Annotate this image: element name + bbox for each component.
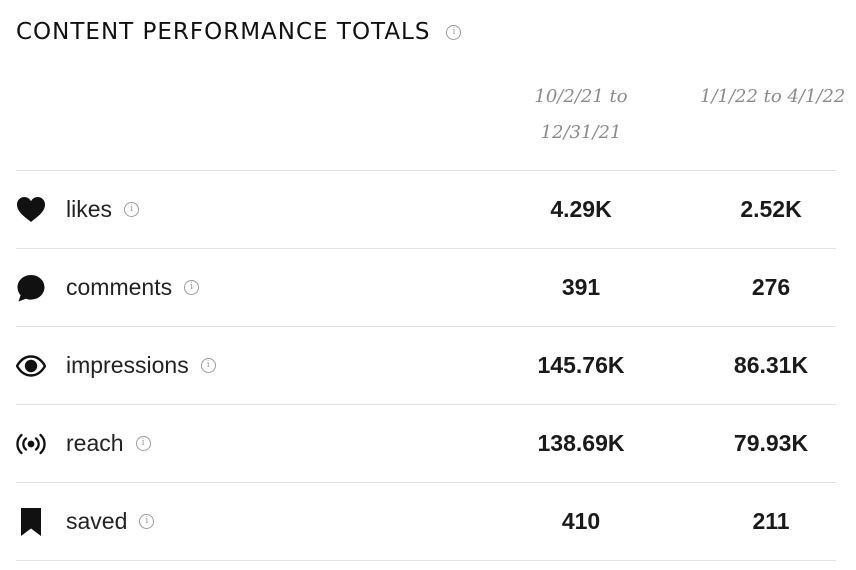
likes-period-2-value: 2.52K	[740, 196, 802, 222]
heart-icon	[16, 195, 46, 225]
info-icon[interactable]: i	[446, 24, 462, 40]
metric-label: likes	[66, 196, 113, 222]
page-title: CONTENT PERFORMANCE TOTALS	[16, 19, 431, 45]
metric-label: saved	[66, 508, 128, 534]
info-icon[interactable]: i	[184, 280, 200, 295]
info-icon[interactable]: i	[200, 358, 216, 373]
broadcast-icon	[16, 429, 46, 459]
impressions-period-1-value: 145.76K	[537, 352, 625, 378]
bookmark-icon	[16, 507, 46, 537]
row-label-likes: likes i	[66, 171, 140, 248]
metric-label: impressions	[66, 352, 189, 378]
table-row: impressions i 145.76K 86.31K	[16, 326, 836, 404]
info-icon[interactable]: i	[139, 514, 155, 529]
table-row: saved i 410 211	[16, 482, 836, 561]
likes-period-1-value: 4.29K	[550, 196, 612, 222]
reach-period-2-value: 79.93K	[733, 430, 809, 456]
speech-bubble-icon	[16, 273, 46, 303]
saved-period-2-value: 211	[752, 508, 790, 534]
comments-period-2-value: 276	[751, 274, 791, 300]
eye-icon	[16, 351, 46, 381]
period-2-range: 1/1/22 to 4/1/22	[700, 86, 846, 107]
metric-label: comments	[66, 274, 173, 300]
period-header-2: 1/1/22 to 4/1/22	[700, 79, 846, 115]
row-label-comments: comments i	[66, 249, 200, 326]
period-1-start: 10/2/21 to	[534, 86, 628, 107]
row-label-impressions: impressions i	[66, 327, 216, 404]
metrics-table: likes i 4.29K 2.52K comments i 391 276 i…	[16, 170, 836, 561]
saved-period-1-value: 410	[561, 508, 601, 534]
period-1-end: 12/31/21	[540, 122, 622, 143]
table-row: reach i 138.69K 79.93K	[16, 404, 836, 482]
table-row: likes i 4.29K 2.52K	[16, 170, 836, 248]
comments-period-1-value: 391	[561, 274, 601, 300]
reach-period-1-value: 138.69K	[537, 430, 625, 456]
table-row: comments i 391 276	[16, 248, 836, 326]
period-header-1: 10/2/21 to 12/31/21	[520, 79, 642, 151]
metric-label: reach	[66, 430, 124, 456]
impressions-period-2-value: 86.31K	[733, 352, 809, 378]
row-label-saved: saved i	[66, 483, 155, 560]
info-icon[interactable]: i	[135, 436, 151, 451]
section-header: CONTENT PERFORMANCE TOTALS i	[16, 14, 462, 50]
info-icon[interactable]: i	[124, 202, 140, 217]
row-label-reach: reach i	[66, 405, 151, 482]
